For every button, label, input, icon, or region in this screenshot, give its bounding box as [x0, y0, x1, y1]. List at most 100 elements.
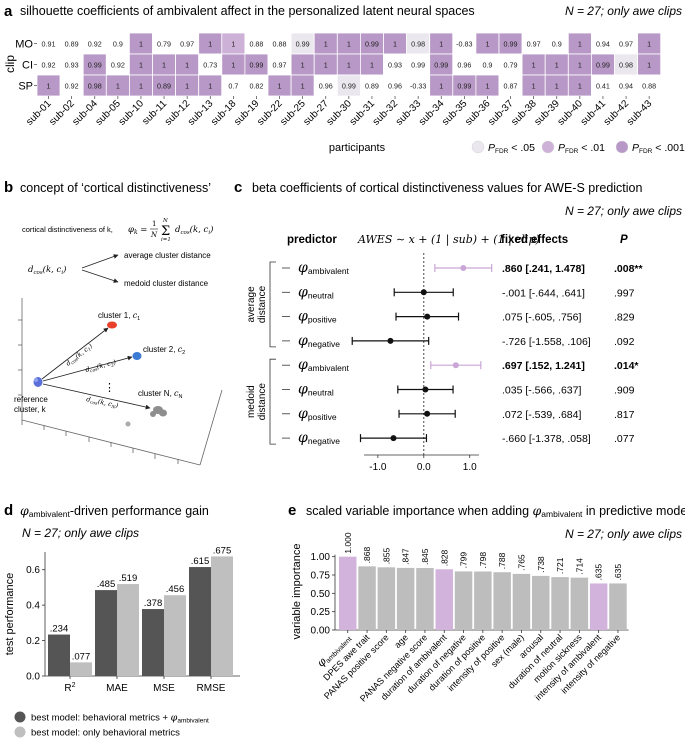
group-bracket — [269, 261, 276, 348]
arrow-medoid — [81, 269, 119, 283]
panel-a: a silhouette coefficients of ambivalent … — [3, 3, 685, 155]
panel-a-letter: a — [4, 3, 13, 20]
heatmap-value: 0.99 — [296, 39, 310, 48]
bar-value-label: .378 — [144, 598, 163, 609]
panel-e-note: N = 27; only awe clips — [565, 527, 682, 541]
importance-bar — [570, 577, 589, 630]
importance-value-label: .798 — [478, 552, 488, 569]
formula-sum-top: N — [162, 218, 168, 224]
heatmap-value: 0.92 — [65, 81, 79, 90]
importance-bar — [512, 573, 531, 630]
heatmap-value: 0.92 — [111, 60, 125, 69]
heatmap-value: 1 — [162, 60, 166, 69]
heatmap-value: 1 — [555, 81, 559, 90]
heatmap: MO 0.91 0.89 0.92 0.9 1 0.79 0.97 1 1 0.88 0.88 0.99… — [15, 32, 662, 128]
fixed-effect-value: .697 [.152, 1.241] — [502, 360, 585, 372]
heatmap-value: 0.99 — [88, 60, 102, 69]
heatmap-value: 0.96 — [457, 60, 471, 69]
importance-bar — [493, 572, 511, 630]
arrow-k-c2 — [42, 355, 133, 382]
panel-c: c beta coefficients of cortical distinct… — [234, 179, 682, 473]
d-k-c2-label: dcos(k, c2) — [84, 358, 117, 375]
heatmap-value: 1 — [139, 81, 143, 90]
d-k-cn-label: dcos(k, cN) — [85, 395, 119, 411]
predictor-label: φpositive — [298, 406, 337, 422]
p-value: .092 — [614, 336, 635, 348]
3d-axes — [18, 298, 223, 466]
formula-dcos: dcos(k, ci) — [175, 224, 213, 236]
heatmap-value: 1 — [347, 39, 351, 48]
heatmap-value: 1 — [208, 81, 212, 90]
heatmap-value: 1 — [324, 60, 328, 69]
heatmap-value: 0.97 — [527, 39, 541, 48]
heatmap-value: 0.91 — [42, 39, 56, 48]
heatmap-value: 0.79 — [504, 60, 518, 69]
xtick-label: RMSE — [197, 683, 226, 694]
ytick-label: 1.00 — [311, 552, 331, 563]
importance-value-label: .868 — [362, 547, 372, 564]
panel-b: b concept of ‘cortical distinctiveness’ … — [4, 179, 223, 466]
heatmap-value: 0.96 — [319, 81, 333, 90]
panel-a-note: N = 27; only awe clips — [565, 4, 682, 18]
estimate-point — [390, 435, 397, 442]
fixed-effect-value: .072 [-.539, .684] — [502, 409, 581, 421]
xtick-label: R2 — [64, 682, 75, 694]
reference-label-line2: cluster, k — [14, 405, 47, 414]
predictor-label: φambivalent — [298, 357, 350, 373]
heatmap-value: -0.83 — [456, 39, 472, 48]
legend-swatch — [615, 140, 629, 154]
importance-bar — [377, 567, 396, 630]
heatmap-value: 0.97 — [273, 60, 287, 69]
importance-value-label: .738 — [536, 556, 546, 573]
cluster-n-label: cluster N, cN — [138, 389, 183, 400]
panel-e-letter: e — [288, 502, 296, 519]
bar-value-label: .485 — [97, 579, 116, 590]
p-header: P — [620, 234, 628, 246]
heatmap-value: 1 — [278, 81, 282, 90]
bar-value-label: .615 — [191, 556, 210, 567]
formula-lead: cortical distinctiveness of k, — [22, 225, 113, 234]
heatmap-value: 0.73 — [203, 60, 217, 69]
heatmap-value: 1 — [347, 60, 351, 69]
group-label: average — [246, 286, 257, 323]
ytick-label: 0.25 — [311, 607, 331, 618]
heatmap-value: 1 — [231, 39, 235, 48]
group-bracket — [269, 358, 276, 445]
legend-swatch — [471, 140, 485, 154]
importance-bar — [396, 567, 415, 630]
heatmap-value: 1 — [208, 39, 212, 48]
cluster-2-label: cluster 2, c2 — [143, 345, 185, 356]
p-value: .909 — [614, 385, 635, 397]
fixed-effect-value: -.726 [-1.558, .106] — [502, 336, 591, 348]
heatmap-value: 1 — [578, 81, 582, 90]
heatmap-value: 1 — [324, 39, 328, 48]
bar-value-label: .519 — [119, 573, 138, 584]
predictor-label: φneutral — [298, 284, 334, 300]
heatmap-value: 0.99 — [457, 81, 471, 90]
reference-cluster — [33, 377, 43, 387]
heatmap-value: 0.87 — [504, 81, 518, 90]
estimate-point — [387, 337, 394, 344]
ytick-label: 0.75 — [311, 571, 331, 582]
fixed-effect-value: .860 [.241, 1.478] — [502, 263, 585, 275]
heatmap-value: -0.33 — [410, 81, 426, 90]
heatmap-value: 1 — [485, 81, 489, 90]
cluster-2 — [132, 352, 142, 360]
forest-xtick-label: 0.0 — [417, 462, 431, 473]
heatmap-value: 1 — [532, 60, 536, 69]
legend-label: PFDR < .001 — [632, 142, 685, 155]
heatmap-row-label: CI — [22, 60, 33, 72]
heatmap-value: 1 — [578, 60, 582, 69]
panel-e-title: scaled variable importance when adding φ… — [306, 503, 685, 519]
heatmap-value: 0.99 — [342, 81, 356, 90]
heatmap-value: 0.93 — [388, 60, 402, 69]
importance-bar — [474, 571, 492, 630]
heatmap-value: 1 — [647, 60, 651, 69]
heatmap-row-label: SP — [18, 81, 33, 93]
panel-d: d φambivalent-driven performance gain N … — [4, 502, 240, 739]
importance-value-label: .635 — [613, 564, 623, 581]
group-label: distance — [257, 383, 268, 421]
heatmap-value: 0.94 — [596, 39, 610, 48]
cluster-1-label: cluster 1, c1 — [98, 311, 140, 322]
